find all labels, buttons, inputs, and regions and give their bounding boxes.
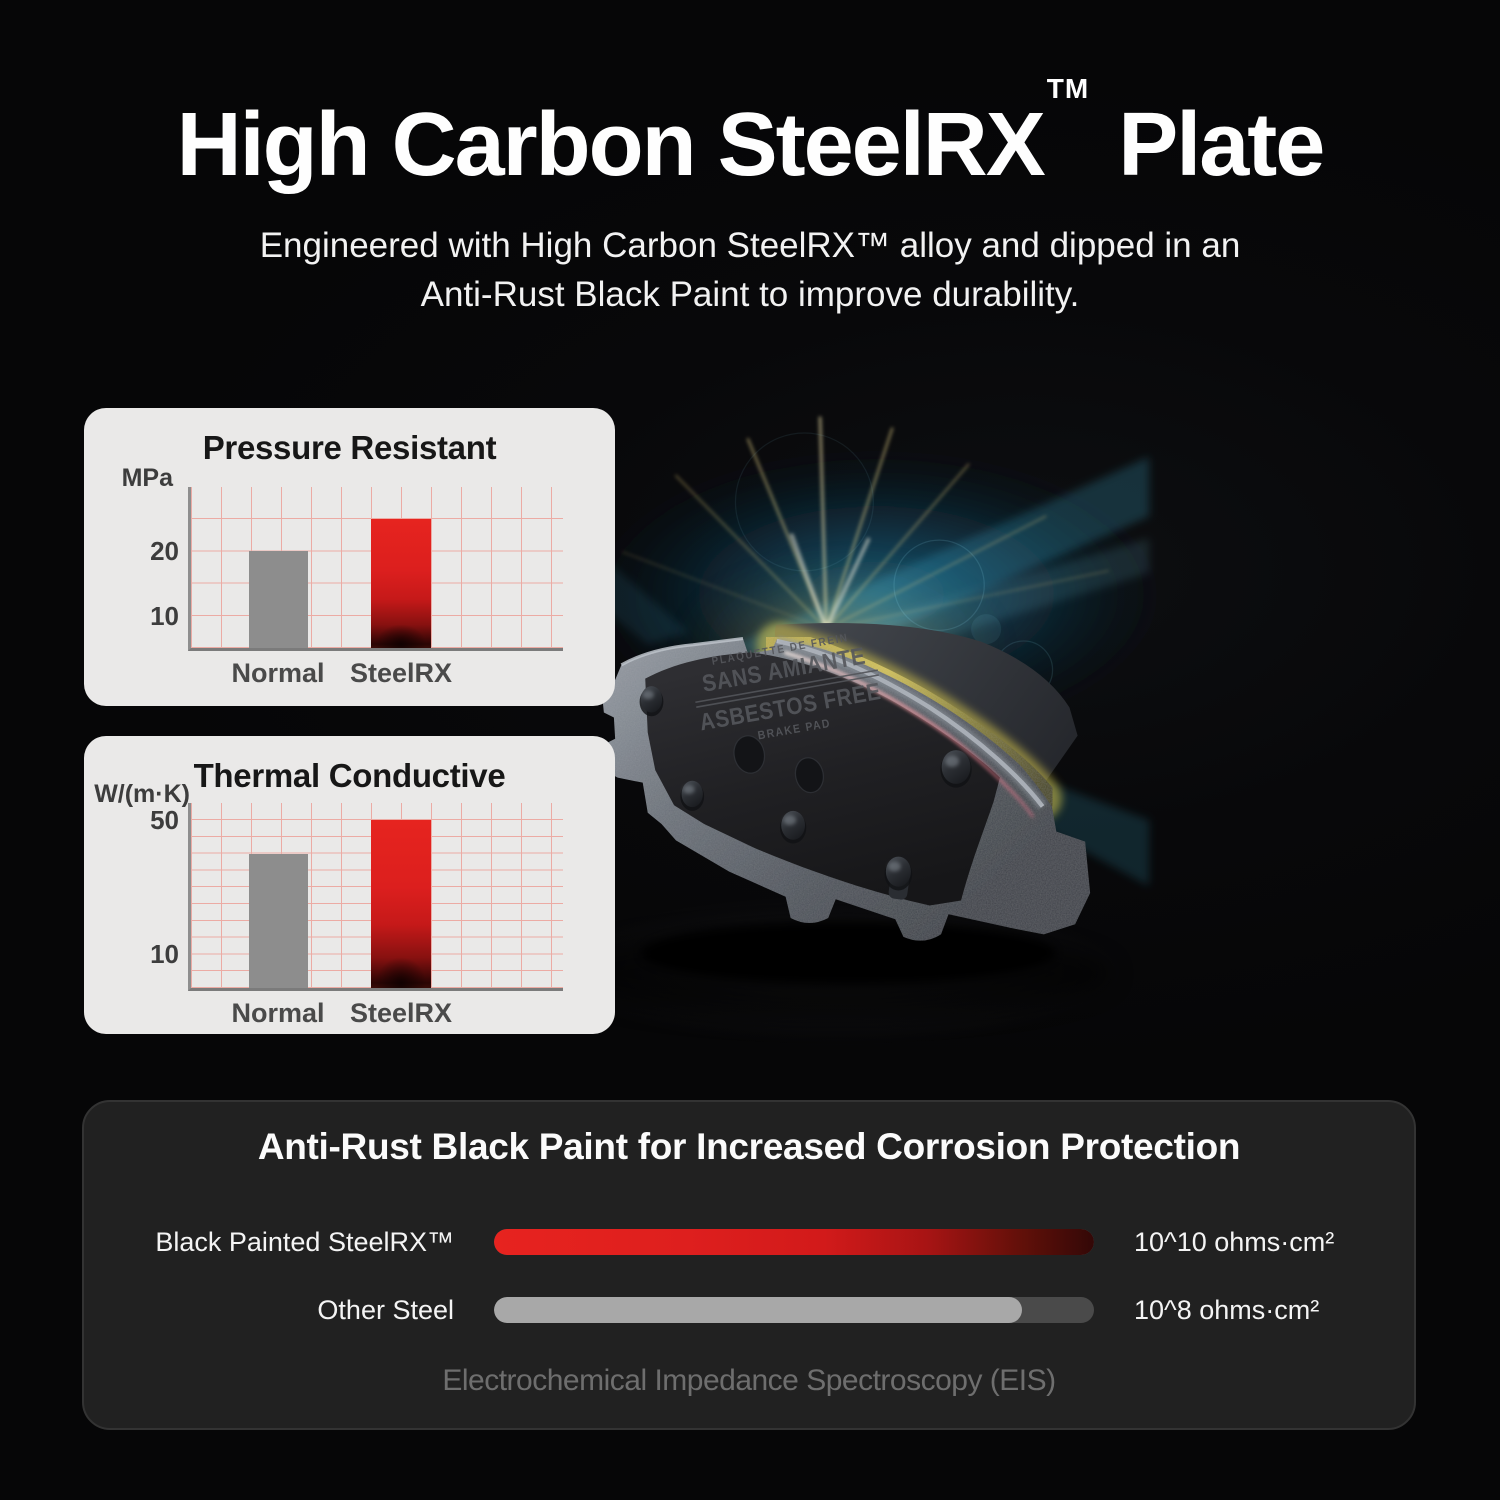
category-label-normal: Normal (231, 658, 325, 688)
header: High Carbon SteelRXTM Plate Engineered w… (0, 73, 1500, 319)
chart-title-pressure: Pressure Resistant (202, 429, 497, 466)
bar-normal (249, 853, 308, 988)
rim-light (783, 650, 1035, 819)
sun-rays (622, 416, 1109, 632)
chart-card-thermal: Thermal Conductive W/(m·K) 10 50 Normal S… (84, 736, 615, 1034)
row-label: Black Painted SteelRX™ (155, 1227, 454, 1257)
page-title-suffix: Plate (1095, 95, 1325, 195)
bar-track (494, 1297, 1094, 1323)
y-axis-tick: 10 (150, 600, 179, 631)
category-label-steelrx: SteelRX (349, 998, 453, 1028)
subtitle-line-1: Engineered with High Carbon SteelRX™ all… (259, 226, 1241, 265)
y-axis-tick: 20 (150, 536, 179, 567)
bar-fill-red (494, 1229, 1094, 1255)
row-label: Other Steel (317, 1295, 454, 1325)
page-title-main: High Carbon SteelRX (176, 95, 1046, 195)
category-label-normal: Normal (231, 998, 325, 1028)
category-label-steelrx: SteelRX (349, 658, 453, 688)
y-axis-tick: 50 (150, 805, 179, 835)
corrosion-card: Anti-Rust Black Paint for Increased Corr… (82, 1100, 1416, 1430)
backplate-top-bevel (620, 636, 744, 667)
rivets (639, 686, 972, 900)
y-axis-unit-label: MPa (121, 464, 173, 492)
backplate-rim-soft (775, 636, 1047, 810)
trademark-sup: TM (1046, 73, 1090, 104)
bar-fill-gray (494, 1297, 1022, 1323)
bar-steelrx (371, 519, 431, 648)
corrosion-row-other: Other Steel 10^8 ohms·cm² (84, 1284, 1414, 1336)
plot-area-pressure: 10 20 (150, 487, 563, 651)
page-title: High Carbon SteelRXTM Plate (0, 73, 1500, 195)
bar-normal (249, 551, 308, 648)
plot-area-thermal: 10 50 (150, 803, 563, 991)
bar-steelrx (371, 820, 431, 988)
product-image: PLAQUETTE DE FREIN SANS AMIANTE ASBESTOS… (560, 416, 1171, 1046)
y-axis-tick: 10 (150, 939, 179, 970)
page-subtitle: Engineered with High Carbon SteelRX™ all… (0, 221, 1500, 319)
subtitle-line-2: Anti-Rust Black Paint to improve durabil… (420, 275, 1080, 314)
row-value: 10^10 ohms·cm² (1134, 1227, 1335, 1257)
row-value: 10^8 ohms·cm² (1134, 1295, 1320, 1325)
y-axis-unit-label: W/(m·K) (94, 780, 190, 808)
chart-title-thermal: Thermal Conductive (193, 757, 506, 794)
mounting-holes (733, 735, 825, 794)
product-shadow-soft (560, 928, 1112, 1019)
corrosion-title: Anti-Rust Black Paint for Increased Corr… (257, 1126, 1241, 1167)
chart-card-pressure: Pressure Resistant MPa 10 20 Normal Steel… (84, 408, 615, 706)
bar-track (494, 1229, 1094, 1255)
corrosion-caption: Electrochemical Impedance Spectroscopy (… (442, 1364, 1056, 1397)
corrosion-row-steelrx: Black Painted SteelRX™ 10^10 ohms·cm² (84, 1216, 1414, 1268)
